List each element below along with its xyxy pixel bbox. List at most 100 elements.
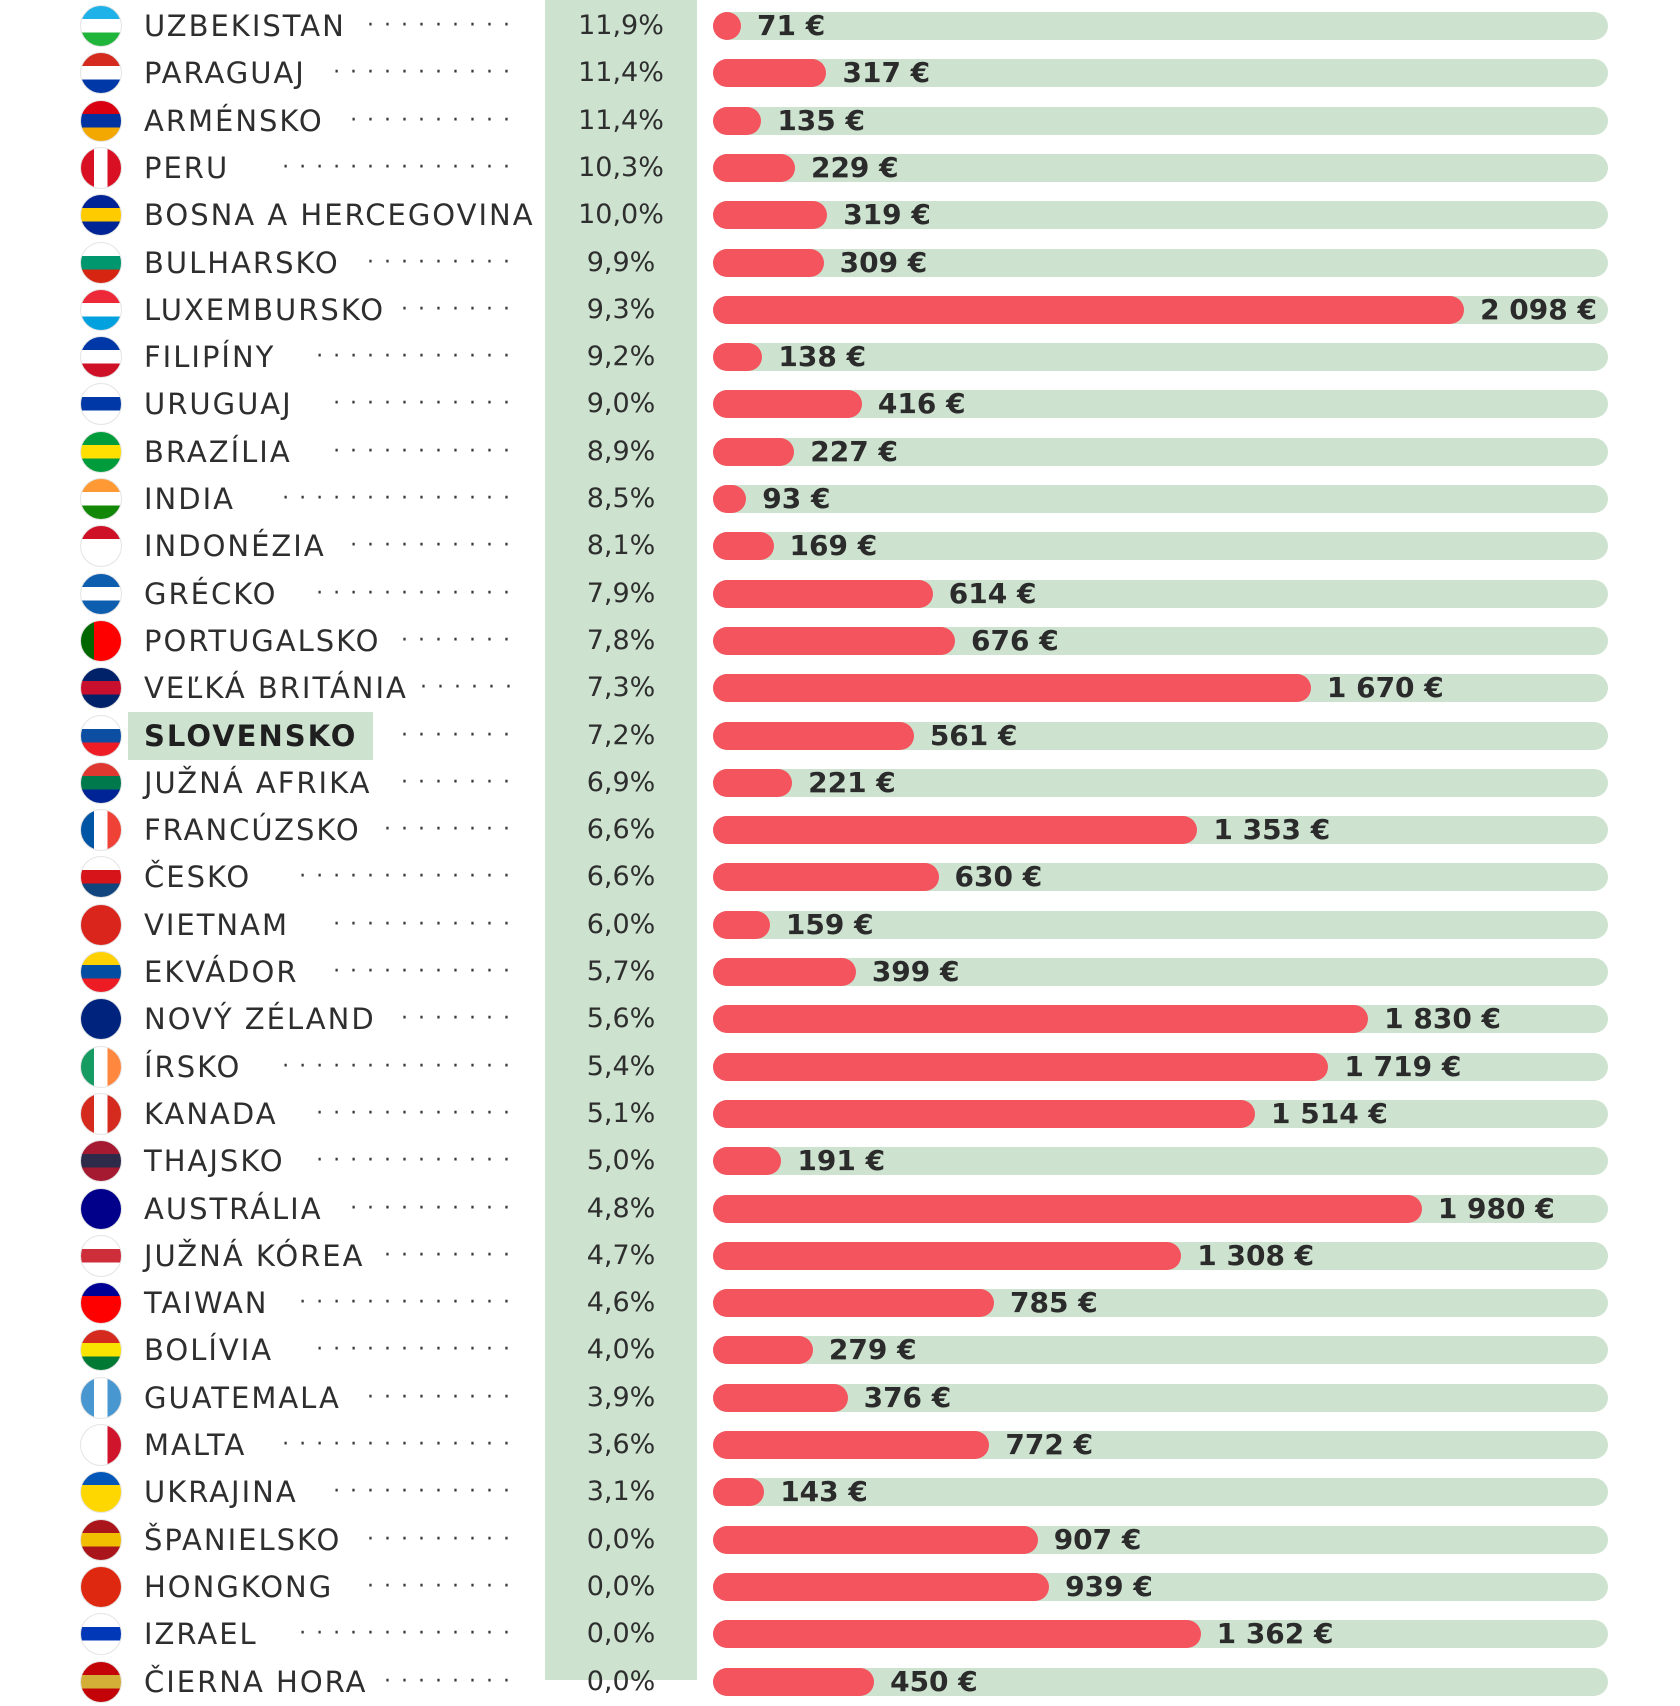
- bar-value-label: 450 €: [890, 1664, 978, 1698]
- leader-dots: ······: [420, 675, 520, 701]
- table-row: NOVÝ ZÉLAND 5,6% 1 830 € ·······: [0, 995, 1680, 1043]
- percent-label: 4,7%: [586, 1239, 656, 1271]
- country-label: PARAGUAJ: [144, 56, 306, 91]
- bar-value-label: 772 €: [1005, 1428, 1094, 1461]
- percent-label: 6,6%: [586, 861, 656, 893]
- bar: [713, 1336, 813, 1365]
- table-row: URUGUAJ 9,0% 416 € ···········: [0, 380, 1680, 428]
- table-row: PERU 10,3% 229 € ··············: [0, 144, 1680, 192]
- table-row: ÍRSKO 5,4% 1 719 € ··············: [0, 1043, 1680, 1091]
- table-row: ČIERNA HORA 0,0% 450 € ········: [0, 1658, 1680, 1706]
- flag-icon: [80, 146, 122, 189]
- percent-label: 5,4%: [586, 1050, 656, 1082]
- bar-value-label: 317 €: [842, 56, 931, 90]
- bar: [713, 1667, 875, 1696]
- flag-icon: [80, 52, 122, 95]
- bar-value-label: 416 €: [877, 387, 966, 421]
- bar: [713, 674, 1311, 703]
- country-label: THAJSKO: [144, 1144, 285, 1179]
- flag-icon: [80, 903, 122, 946]
- flag-icon: [80, 714, 122, 757]
- leader-dots: ·········: [367, 13, 520, 38]
- bar: [713, 1005, 1369, 1034]
- bar-value-label: 309 €: [839, 245, 928, 279]
- country-label: JUŽNÁ KÓREA: [144, 1238, 365, 1273]
- table-row: HONGKONG 0,0% 939 € ·········: [0, 1563, 1680, 1611]
- table-row: GUATEMALA 3,9% 376 € ·········: [0, 1374, 1680, 1422]
- bar-value-label: 71 €: [757, 9, 826, 42]
- country-label: FILIPÍNY: [144, 340, 276, 375]
- bar-value-label: 630 €: [954, 860, 1043, 894]
- percent-label: 3,6%: [586, 1429, 656, 1460]
- flag-icon: [80, 383, 122, 426]
- flag-icon: [80, 1471, 122, 1514]
- country-label: TAIWAN: [144, 1286, 269, 1321]
- bar: [713, 1525, 1038, 1554]
- bar: [713, 1289, 995, 1318]
- leader-dots: ·······: [401, 627, 520, 653]
- leader-dots: ···········: [333, 911, 520, 937]
- leader-dots: ············: [316, 1337, 520, 1363]
- bar-track: [713, 390, 1608, 419]
- country-label: GRÉCKO: [144, 576, 278, 611]
- bar-track: [713, 1147, 1608, 1176]
- country-label: VEĽKÁ BRITÁNIA: [144, 671, 408, 706]
- bar-value-label: 1 362 €: [1216, 1617, 1334, 1651]
- country-label: BRAZÍLIA: [144, 434, 292, 469]
- percent-label: 3,1%: [586, 1476, 656, 1508]
- bar-track: [713, 1478, 1608, 1507]
- percent-label: 0,0%: [586, 1570, 656, 1602]
- bar: [713, 295, 1465, 324]
- leader-dots: ·········: [367, 1573, 520, 1599]
- bar-value-label: 1 670 €: [1326, 671, 1444, 705]
- leader-dots: ··············: [282, 1432, 520, 1457]
- leader-dots: ··············: [282, 486, 520, 511]
- flag-icon: [80, 1518, 122, 1561]
- leader-dots: ··············: [282, 154, 520, 180]
- table-row: ŠPANIELSKO 0,0% 907 € ·········: [0, 1516, 1680, 1564]
- percent-label: 7,8%: [586, 624, 656, 656]
- leader-dots: ·······: [401, 722, 520, 748]
- bar: [713, 1052, 1329, 1081]
- bar: [713, 768, 793, 797]
- bar-value-label: 561 €: [929, 718, 1018, 752]
- bar-value-label: 159 €: [785, 907, 874, 941]
- bar: [713, 1194, 1422, 1223]
- bar: [713, 532, 774, 561]
- flag-icon: [80, 5, 122, 47]
- percent-label: 5,0%: [586, 1145, 656, 1177]
- flag-icon: [80, 1376, 122, 1419]
- bar: [713, 863, 939, 892]
- flag-icon: [80, 241, 122, 284]
- bar-value-label: 1 980 €: [1437, 1191, 1555, 1225]
- leader-dots: ·······: [401, 296, 520, 322]
- table-row: BOLÍVIA 4,0% 279 € ············: [0, 1326, 1680, 1374]
- bar-track: [713, 1336, 1608, 1365]
- percent-label: 7,3%: [586, 672, 656, 704]
- flag-icon: [80, 99, 122, 142]
- country-label: INDONÉZIA: [144, 529, 326, 564]
- country-label: AUSTRÁLIA: [144, 1191, 323, 1226]
- flag-icon: [80, 288, 122, 331]
- table-row: AUSTRÁLIA 4,8% 1 980 € ··········: [0, 1185, 1680, 1233]
- bar: [713, 59, 827, 88]
- bar-track: [713, 768, 1608, 797]
- flag-icon: [80, 430, 122, 473]
- flag-icon: [80, 1329, 122, 1372]
- bar-value-label: 376 €: [863, 1380, 952, 1414]
- country-label: VIETNAM: [144, 907, 289, 942]
- country-label: BOLÍVIA: [144, 1333, 274, 1368]
- country-label: URUGUAJ: [144, 387, 293, 422]
- table-row: MALTA 3,6% 772 € ··············: [0, 1421, 1680, 1469]
- leader-dots: ············: [316, 1148, 520, 1174]
- percent-label: 0,0%: [586, 1665, 656, 1697]
- bar: [713, 1620, 1201, 1649]
- table-row: JUŽNÁ KÓREA 4,7% 1 308 € ········: [0, 1232, 1680, 1280]
- bar-track: [713, 106, 1608, 135]
- percent-label: 6,6%: [586, 814, 656, 846]
- percent-label: 5,1%: [586, 1097, 656, 1129]
- flag-icon: [80, 1187, 122, 1230]
- leader-dots: ·······: [401, 1006, 520, 1032]
